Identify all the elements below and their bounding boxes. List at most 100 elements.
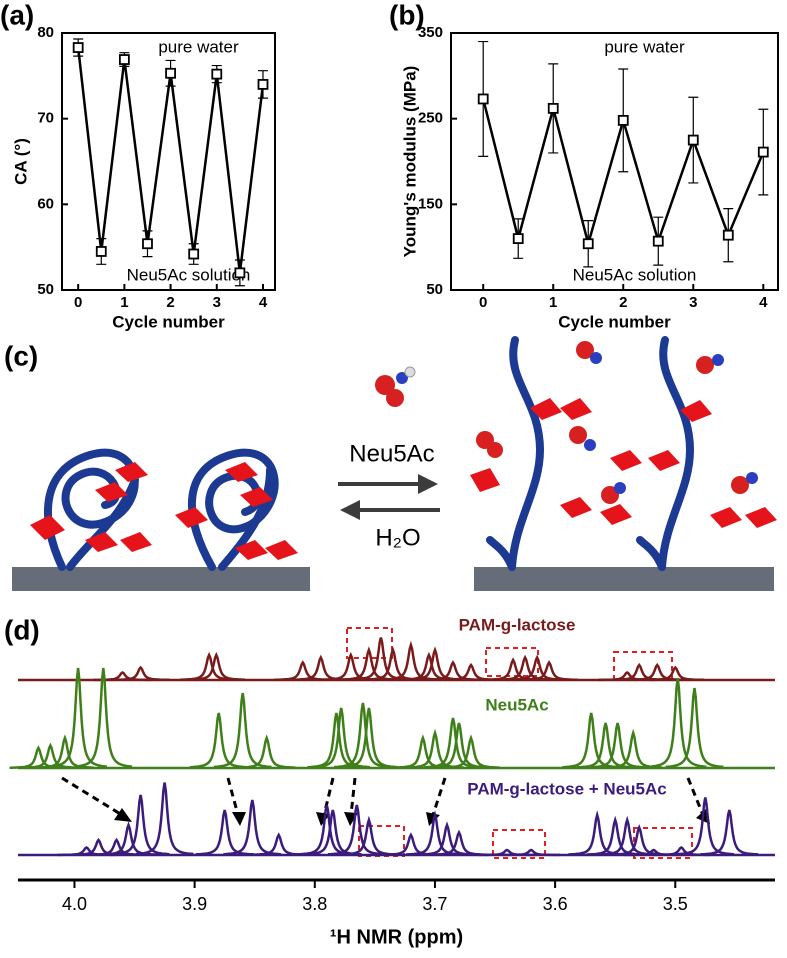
x-tick-label: 3 xyxy=(213,294,221,311)
spectrum-peak xyxy=(652,845,711,857)
annotation: Neu5Ac solution xyxy=(127,265,251,284)
series-label: Neu5Ac xyxy=(485,695,548,714)
spectrum-peak xyxy=(502,848,560,857)
x-tick-label: 3.6 xyxy=(543,894,568,914)
spectrum-peak xyxy=(508,654,566,681)
spectrum-peak xyxy=(520,660,579,682)
spectrum-peak xyxy=(249,832,308,856)
y-axis-title: CA (°) xyxy=(11,138,30,185)
x-axis-title: Cycle number xyxy=(558,312,671,331)
y-tick-label: 70 xyxy=(37,110,54,127)
marker xyxy=(617,114,629,126)
spectrum-peak xyxy=(576,722,635,769)
x-tick-label: 4 xyxy=(259,294,268,311)
reverse-label: H₂O xyxy=(375,524,420,551)
marker xyxy=(142,238,153,250)
spectrum-peak xyxy=(187,651,246,681)
series-label: PAM-g-lactose xyxy=(459,615,576,634)
y-tick-label: 250 xyxy=(418,110,443,127)
series-label: PAM-g-lactose + Neu5Ac xyxy=(467,779,666,798)
marker xyxy=(165,67,176,79)
spectrum-peak xyxy=(424,660,482,682)
substrate xyxy=(474,567,774,591)
x-tick-label: 2 xyxy=(619,294,627,311)
spectrum-peak xyxy=(223,799,282,856)
sugar-units xyxy=(30,398,777,560)
x-tick-label: 4.0 xyxy=(62,894,87,914)
x-tick-label: 0 xyxy=(74,294,82,311)
annotation: Neu5Ac solution xyxy=(573,265,697,284)
marker xyxy=(234,267,246,279)
x-tick-label: 2 xyxy=(166,294,174,311)
spectrum-peak xyxy=(111,794,170,856)
x-tick-label: 4 xyxy=(759,294,768,311)
spectrum-peak xyxy=(406,810,464,856)
marker xyxy=(547,102,559,114)
x-tick-label: 3.9 xyxy=(182,894,207,914)
x-tick-label: 0 xyxy=(479,294,487,311)
spectrum-peak xyxy=(676,797,735,856)
x-tick-label: 3.7 xyxy=(422,894,447,914)
marker xyxy=(582,238,594,250)
marker xyxy=(652,235,664,247)
spectrum-peak xyxy=(328,804,386,856)
spectrum-peak xyxy=(9,745,68,769)
spectrum-peak xyxy=(74,667,133,768)
panel-label: (c) xyxy=(4,340,38,371)
x-tick-label: 1 xyxy=(549,294,557,311)
x-tick-label: 3.5 xyxy=(663,894,688,914)
marker xyxy=(757,146,769,158)
y-tick-label: 50 xyxy=(37,281,54,298)
spectrum-peak xyxy=(646,665,705,682)
marker xyxy=(257,79,269,90)
panel-label: (b) xyxy=(389,0,425,30)
diagram: Neu5Ac H₂O xyxy=(12,336,777,591)
plot-frame xyxy=(61,32,276,291)
spectrum-peak xyxy=(49,667,108,768)
marker xyxy=(477,93,489,105)
spectrum-peak xyxy=(99,821,158,856)
spectrum-peak xyxy=(195,809,254,856)
marker xyxy=(118,54,130,65)
y-tick-label: 50 xyxy=(426,281,443,298)
spectrum-peak xyxy=(588,722,647,769)
spectrum-peak xyxy=(36,734,94,769)
marker xyxy=(72,42,84,53)
panel-label: (a) xyxy=(0,0,34,30)
spectrum-peak xyxy=(352,637,410,681)
spectrum-peak xyxy=(213,692,272,769)
marker xyxy=(512,233,524,245)
y-tick-label: 150 xyxy=(418,195,443,212)
spectrum-peak xyxy=(418,821,476,856)
substrate xyxy=(12,567,310,591)
x-tick-label: 3.8 xyxy=(302,894,327,914)
spectrum-peak xyxy=(21,742,80,769)
marker xyxy=(722,229,734,241)
x-tick-label: 3 xyxy=(689,294,697,311)
equilibrium-arrows xyxy=(338,474,440,520)
spectrum-peak xyxy=(87,837,146,857)
shift-arrows xyxy=(61,776,705,817)
panel-label: (d) xyxy=(4,614,40,645)
x-tick-label: 1 xyxy=(120,294,128,311)
spectrum-peak xyxy=(339,707,398,769)
plot-frame xyxy=(450,32,779,291)
annotation: pure water xyxy=(158,37,239,56)
marker xyxy=(687,134,699,146)
spectrum-peak xyxy=(665,687,724,769)
spectrum-peak xyxy=(700,809,759,856)
spectrum-peak xyxy=(237,734,296,769)
marker xyxy=(211,68,223,80)
y-tick-label: 60 xyxy=(37,195,54,212)
forward-label: Neu5Ac xyxy=(349,440,434,467)
arrow-heads xyxy=(114,808,710,826)
spectrum-peak xyxy=(312,707,371,769)
x-axis-title: ¹H NMR (ppm) xyxy=(330,926,463,948)
annotation: pure water xyxy=(604,37,685,56)
spectrum-peak xyxy=(496,654,554,681)
highlight-boxes xyxy=(346,627,693,859)
spectrum-peak xyxy=(430,722,488,769)
spectrum-peak xyxy=(135,782,194,856)
